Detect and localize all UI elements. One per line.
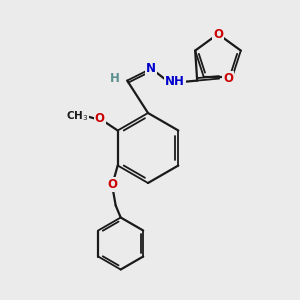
Text: NH: NH	[165, 75, 185, 88]
Text: O: O	[108, 178, 118, 191]
Text: H: H	[110, 72, 120, 85]
Text: O: O	[95, 112, 105, 125]
Text: CH$_3$: CH$_3$	[67, 110, 89, 123]
Text: O: O	[223, 72, 233, 85]
Text: O: O	[213, 28, 223, 40]
Text: N: N	[146, 62, 156, 75]
